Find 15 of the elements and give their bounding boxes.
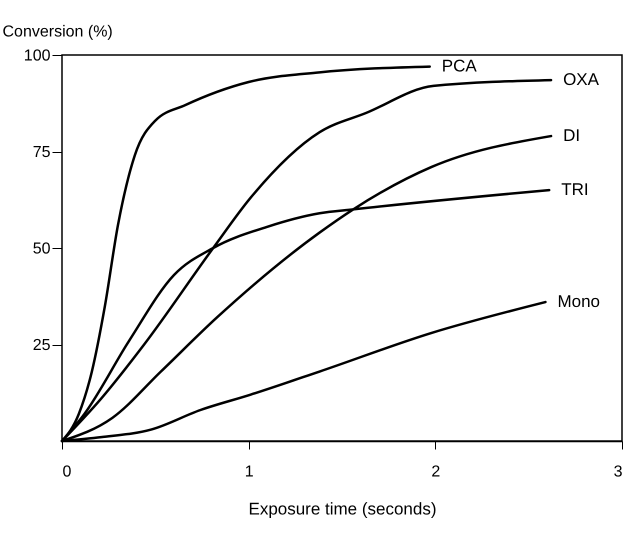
x-axis-title: Exposure time (seconds) xyxy=(248,500,437,518)
y-tick-label: 75 xyxy=(32,144,51,161)
x-tick-label: 0 xyxy=(62,464,72,480)
series-label: TRI xyxy=(561,180,589,200)
series-label: PCA xyxy=(442,56,478,76)
x-tick-label: 2 xyxy=(431,464,440,480)
y-tick-label: 25 xyxy=(32,337,51,354)
series-label: OXA xyxy=(563,70,600,90)
y-axis-title: Conversion (%) xyxy=(2,24,113,40)
y-tick-label: 50 xyxy=(32,240,51,258)
x-tick-label: 1 xyxy=(244,464,254,480)
series-label: Mono xyxy=(557,292,600,312)
series-label: DI xyxy=(563,126,580,146)
x-tick-label: 3 xyxy=(614,464,623,480)
y-tick-label: 100 xyxy=(24,48,51,64)
